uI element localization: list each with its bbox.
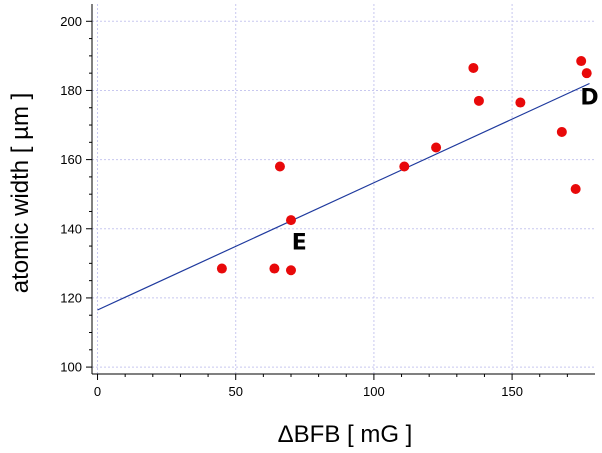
data-point bbox=[431, 142, 442, 153]
data-point bbox=[581, 68, 592, 79]
annotation-label: E bbox=[292, 231, 307, 256]
y-tick-label: 180 bbox=[60, 83, 82, 98]
fit-line-layer bbox=[97, 82, 590, 311]
data-point bbox=[216, 263, 227, 274]
data-point bbox=[556, 126, 567, 137]
data-points bbox=[216, 56, 592, 276]
y-tick-label: 200 bbox=[60, 14, 82, 29]
data-point bbox=[399, 161, 410, 172]
data-point bbox=[473, 95, 484, 106]
x-axis-title: ΔBFB [ mG ] bbox=[278, 421, 413, 448]
y-tick-label: 160 bbox=[60, 152, 82, 167]
grid bbox=[92, 4, 595, 374]
x-tick-label: 50 bbox=[228, 384, 242, 399]
x-tick-label: 150 bbox=[501, 384, 523, 399]
y-tick-label: 120 bbox=[60, 290, 82, 305]
x-tick-label: 100 bbox=[363, 384, 385, 399]
data-point bbox=[274, 161, 285, 172]
y-tick-label: 100 bbox=[60, 360, 82, 375]
fit-line bbox=[97, 82, 590, 311]
y-axis-title: atomic width [ µm ] bbox=[7, 93, 34, 294]
data-point bbox=[515, 97, 526, 108]
data-point bbox=[468, 62, 479, 73]
annotations: ED bbox=[292, 85, 599, 255]
data-point bbox=[576, 56, 587, 67]
y-tick-label: 140 bbox=[60, 221, 82, 236]
axes bbox=[91, 4, 595, 375]
data-point bbox=[269, 263, 280, 274]
data-point bbox=[285, 215, 296, 226]
annotation-label: D bbox=[580, 85, 598, 110]
x-tick-label: 0 bbox=[94, 384, 101, 399]
ticks: 0 50 100 150 100 120 140 160 180 200 bbox=[60, 14, 568, 399]
data-point bbox=[285, 265, 296, 276]
data-point bbox=[570, 184, 581, 194]
